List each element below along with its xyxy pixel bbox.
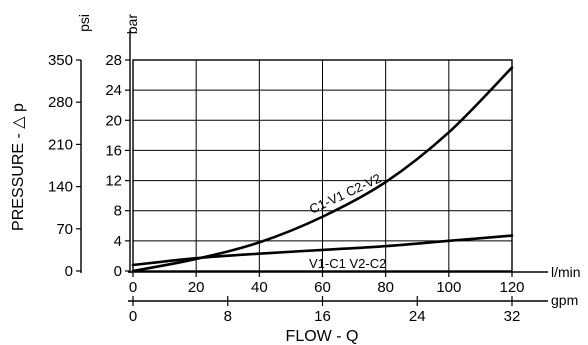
gpm-tick-label: 8 (224, 308, 232, 325)
plot-frame (132, 59, 513, 272)
gpm-tick-label: 0 (129, 308, 137, 325)
y-axis-title: PRESSURE - △ p (10, 103, 27, 231)
lmin-tick-label: 0 (129, 279, 137, 296)
series-label-lower: V1-C1 V2-C2 (309, 256, 386, 271)
lmin-tick-label: 20 (188, 279, 205, 296)
bar-tick-label: 16 (105, 142, 122, 159)
bar-unit-label: bar (124, 14, 140, 35)
bar-tick-label: 28 (105, 52, 122, 69)
bar-tick-label: 20 (105, 112, 122, 129)
psi-tick-label: 350 (48, 52, 73, 69)
lmin-tick-label: 100 (436, 279, 461, 296)
lmin-tick-label: 80 (377, 279, 394, 296)
series-group (131, 66, 514, 273)
x-axis-title: FLOW - Q (286, 328, 359, 345)
lmin-tick-label: 60 (314, 279, 331, 296)
lmin-unit-label: l/min (551, 264, 581, 280)
psi-tick-label: 140 (48, 179, 73, 196)
series-line-lower (131, 234, 514, 267)
psi-tick-label: 70 (56, 221, 73, 238)
psi-unit-label: psi (76, 14, 92, 32)
series-label-upper: C1-V1 C2-V2 (307, 170, 383, 216)
chart-grid (133, 60, 512, 271)
bar-tick-label: 8 (114, 203, 122, 220)
gpm-tick-label: 32 (504, 308, 521, 325)
bar-tick-label: 0 (114, 263, 122, 280)
gpm-unit-label: gpm (551, 292, 578, 308)
bar-tick-label: 24 (105, 82, 122, 99)
bar-tick-label: 4 (114, 233, 122, 250)
psi-tick-label: 280 (48, 94, 73, 111)
gpm-tick-label: 16 (314, 308, 331, 325)
lmin-tick-label: 120 (499, 279, 524, 296)
lmin-tick-label: 40 (251, 279, 268, 296)
psi-tick-label: 210 (48, 136, 73, 153)
gpm-tick-label: 24 (409, 308, 426, 325)
psi-tick-label: 0 (65, 263, 73, 280)
bar-tick-label: 12 (105, 173, 122, 190)
